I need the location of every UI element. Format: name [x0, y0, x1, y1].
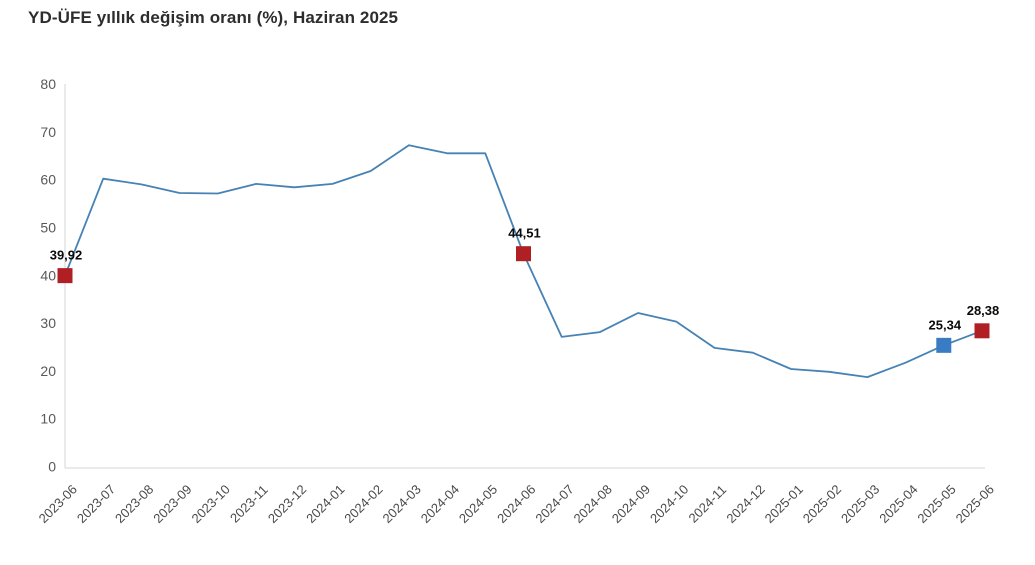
x-tick-label: 2024-06 — [494, 482, 538, 526]
x-tick-label: 2024-04 — [418, 482, 462, 526]
data-point-label: 25,34 — [929, 317, 962, 332]
x-tick-label: 2025-05 — [914, 482, 958, 526]
x-tick-label: 2023-10 — [188, 482, 232, 526]
y-tick-label: 80 — [40, 76, 56, 92]
x-tick-label: 2023-11 — [227, 482, 271, 526]
x-tick-label: 2023-06 — [36, 482, 80, 526]
data-point-marker — [516, 246, 531, 262]
y-tick-label: 60 — [40, 172, 56, 188]
y-tick-label: 0 — [48, 459, 56, 475]
data-point-marker — [936, 337, 952, 353]
x-tick-label: 2024-08 — [571, 482, 615, 526]
x-tick-label: 2024-05 — [456, 482, 500, 526]
x-tick-label: 2025-01 — [762, 482, 806, 526]
x-tick-label: 2023-09 — [150, 482, 194, 526]
x-tick-label: 2024-02 — [341, 482, 385, 526]
x-tick-label: 2025-04 — [876, 482, 920, 526]
x-tick-label: 2024-01 — [303, 482, 347, 526]
x-tick-label: 2024-11 — [686, 482, 730, 526]
x-tick-label: 2024-12 — [723, 482, 767, 526]
chart-title: YD-ÜFE yıllık değişim oranı (%), Haziran… — [28, 8, 399, 27]
data-point-marker — [974, 323, 990, 339]
x-tick-label: 2023-07 — [74, 482, 118, 526]
x-tick-label: 2024-09 — [609, 482, 653, 526]
y-tick-label: 70 — [40, 124, 56, 140]
x-tick-label: 2025-06 — [953, 482, 997, 526]
y-tick-label: 40 — [40, 267, 56, 283]
data-point-label: 44,51 — [508, 226, 541, 241]
data-point-marker — [57, 268, 73, 284]
y-tick-label: 50 — [40, 219, 56, 235]
data-point-label: 28,38 — [967, 303, 1000, 318]
y-tick-label: 30 — [40, 315, 56, 331]
data-point-label: 39,92 — [50, 248, 83, 263]
x-tick-label: 2025-03 — [838, 482, 882, 526]
y-tick-label: 20 — [40, 363, 56, 379]
x-tick-label: 2023-08 — [112, 482, 156, 526]
x-tick-label: 2024-03 — [380, 482, 424, 526]
x-tick-label: 2025-02 — [800, 482, 844, 526]
y-tick-label: 10 — [40, 411, 56, 427]
x-tick-label: 2024-10 — [647, 482, 691, 526]
x-tick-label: 2023-12 — [265, 482, 309, 526]
x-tick-label: 2024-07 — [532, 482, 576, 526]
